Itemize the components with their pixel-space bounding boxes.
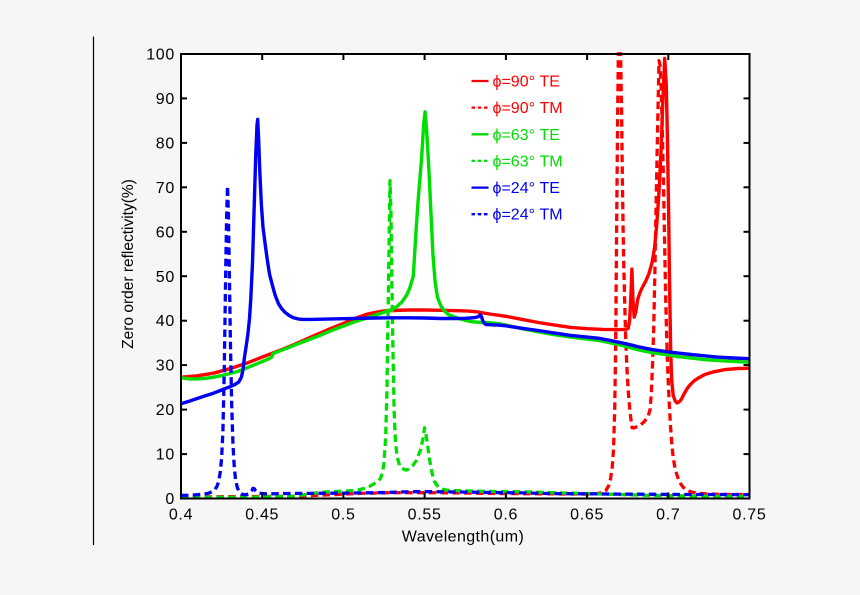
svg-text:ϕ=63° TE: ϕ=63° TE [493,127,560,144]
svg-text:0.6: 0.6 [494,507,518,524]
svg-text:0.45: 0.45 [245,507,279,524]
svg-text:100: 100 [146,47,175,64]
svg-text:70: 70 [156,180,175,197]
svg-text:0.4: 0.4 [169,507,193,524]
svg-text:50: 50 [156,269,175,286]
svg-text:ϕ=24° TE: ϕ=24° TE [493,180,560,197]
svg-text:0.75: 0.75 [733,507,767,524]
svg-text:10: 10 [156,447,175,464]
svg-text:ϕ=63° TM: ϕ=63° TM [493,153,563,170]
svg-text:Zero order reflectivity(%): Zero order reflectivity(%) [120,179,137,349]
svg-text:0: 0 [165,491,175,508]
svg-text:0.5: 0.5 [331,507,355,524]
svg-text:90: 90 [156,91,175,108]
svg-text:0.7: 0.7 [656,507,680,524]
svg-text:0.65: 0.65 [570,507,604,524]
svg-text:ϕ=90° TM: ϕ=90° TM [493,100,563,117]
svg-text:30: 30 [156,358,175,375]
svg-text:ϕ=90° TE: ϕ=90° TE [493,74,560,91]
svg-text:0.55: 0.55 [408,507,442,524]
svg-text:60: 60 [156,224,175,241]
svg-text:20: 20 [156,402,175,419]
svg-text:40: 40 [156,313,175,330]
svg-text:Wavelength(um): Wavelength(um) [402,529,524,546]
svg-text:ϕ=24° TM: ϕ=24° TM [493,207,563,224]
svg-text:80: 80 [156,135,175,152]
